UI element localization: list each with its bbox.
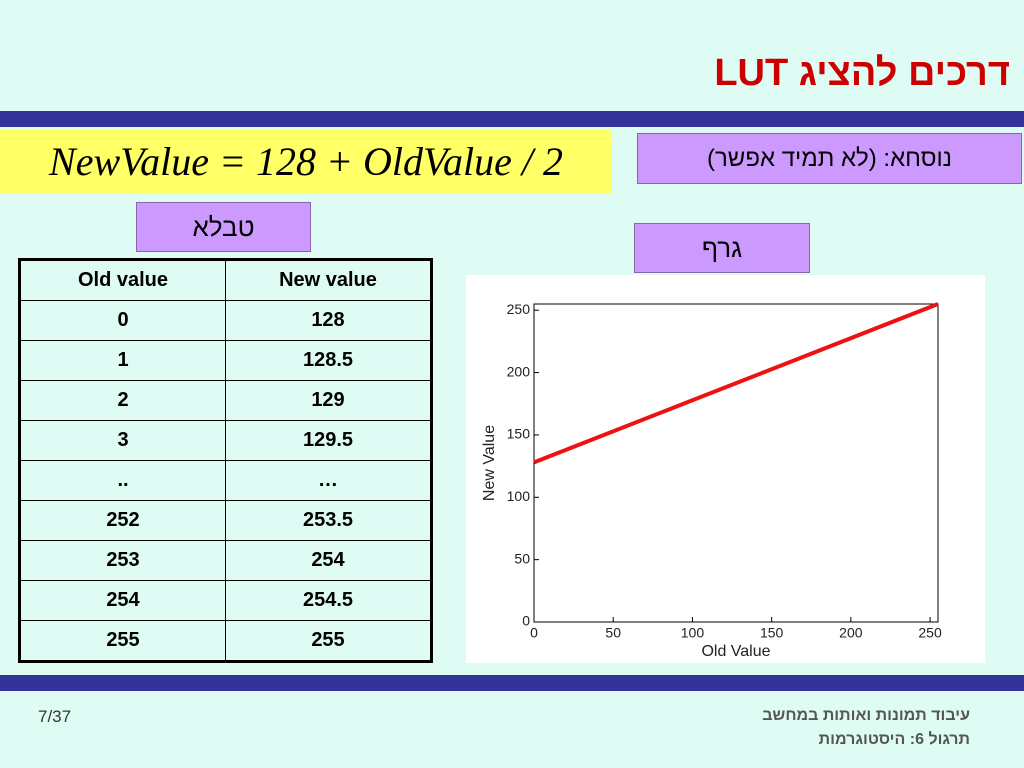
table-cell: 3 [19, 420, 226, 461]
table-row: 255 255 [19, 620, 432, 662]
table-row: 253 254 [19, 540, 432, 581]
table-row: 252 253.5 [19, 500, 432, 541]
table-cell: .. [19, 460, 226, 501]
lut-table: Old value New value 0 128 1 128.5 2 129 3 129.5..… [18, 258, 433, 663]
table-cell: 254.5 [225, 580, 432, 621]
x-tick-label: 150 [760, 625, 784, 641]
chart: 0 50 100 150 200 250 0 50 100 150 200 250 Old Value N… [466, 275, 985, 663]
table-cell: 253.5 [225, 500, 432, 541]
y-tick-label: 150 [507, 426, 531, 442]
table-cell: 2 [19, 380, 226, 421]
x-axis-label: Old Value [701, 643, 770, 660]
y-tick-label: 100 [507, 488, 531, 504]
footer-course: עיבוד תמונות ואותות במחשב [762, 707, 970, 724]
formula-label: נוסחא: (לא תמיד אפשר) [637, 133, 1022, 184]
slide-title: דרכים להציג LUT [714, 52, 1010, 94]
table-label: טבלא [136, 202, 311, 252]
table-row: 3 129.5 [19, 420, 432, 461]
bottom-bar [0, 675, 1024, 691]
x-tick-label: 100 [681, 625, 705, 641]
table-cell: 128 [225, 300, 432, 341]
table-cell: 254 [225, 540, 432, 581]
x-tick-label: 50 [605, 625, 621, 641]
table-cell: 255 [19, 620, 226, 662]
table-cell: … [225, 460, 432, 501]
page-number: 7/37 [38, 707, 72, 726]
table-cell: 0 [19, 300, 226, 341]
axes-box [533, 303, 939, 623]
table-cell: 254 [19, 580, 226, 621]
table-cell: 253 [19, 540, 226, 581]
table-row: 2 129 [19, 380, 432, 421]
table-row: 254 254.5 [19, 580, 432, 621]
chart-background [466, 275, 985, 663]
y-tick-label: 250 [507, 301, 531, 317]
graph-label: גרף [634, 223, 810, 273]
table-cell: 1 [19, 340, 226, 381]
table-cell: 129.5 [225, 420, 432, 461]
y-tick-label: 200 [507, 363, 531, 379]
y-axis-label: New Value [481, 425, 498, 501]
formula: NewValue = 128 + OldValue / 2 [0, 130, 612, 193]
header-cell: New value [225, 259, 432, 301]
x-tick-label: 200 [839, 625, 863, 641]
table-row: 1 128.5 [19, 340, 432, 381]
y-tick-label: 50 [514, 550, 530, 566]
table-row: ..… [19, 460, 432, 501]
top-bar [0, 111, 1024, 127]
header-row: Old value New value [19, 259, 432, 301]
table-cell: 255 [225, 620, 432, 662]
table-cell: 252 [19, 500, 226, 541]
header-cell: Old value [19, 259, 226, 301]
table-row: 0 128 [19, 300, 432, 341]
footer-lesson: תרגול 6: היסטוגרמות [818, 731, 970, 748]
table-cell: 128.5 [225, 340, 432, 381]
x-tick-label: 0 [530, 625, 538, 641]
y-tick-label: 0 [522, 613, 530, 629]
table-cell: 129 [225, 380, 432, 421]
data-line [533, 302, 939, 465]
x-tick-label: 250 [918, 625, 942, 641]
